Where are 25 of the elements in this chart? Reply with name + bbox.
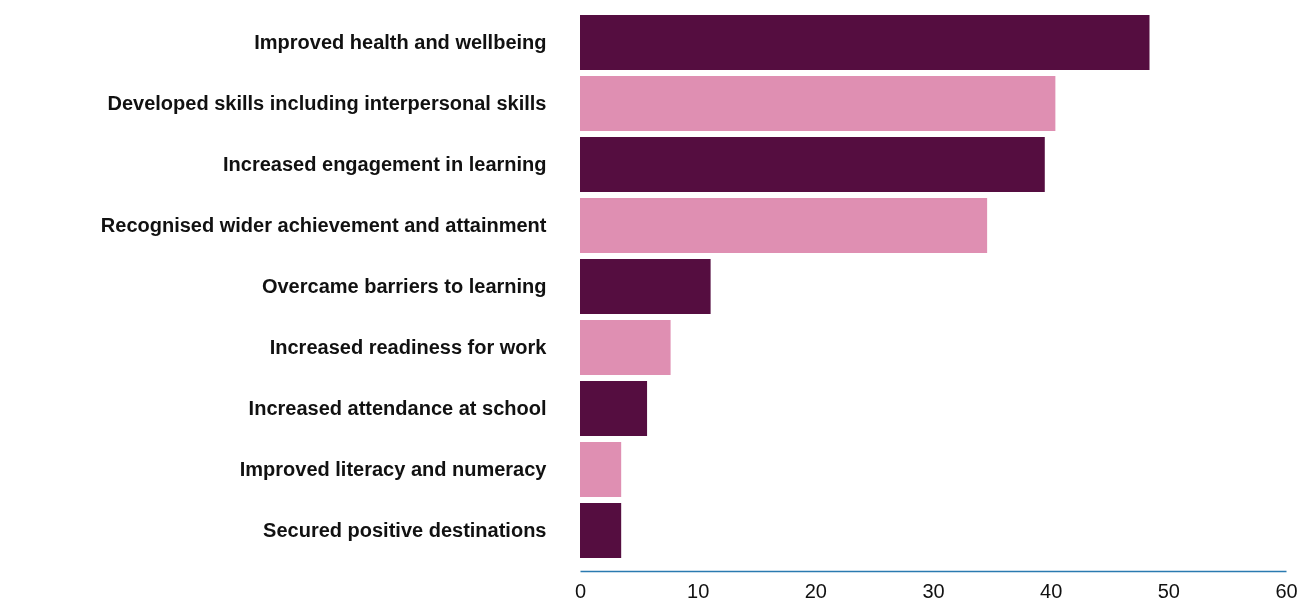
x-tick-label: 30 [922, 579, 945, 602]
bar [580, 15, 1150, 70]
bar [580, 503, 622, 558]
y-tick-label: Increased engagement in learning [223, 152, 547, 175]
y-tick-label: Increased attendance at school [248, 396, 547, 419]
y-tick-label: Overcame barriers to learning [261, 274, 547, 297]
x-tick-label: 10 [687, 579, 710, 602]
bar [580, 76, 1056, 131]
y-tick-label: Secured positive destinations [263, 518, 547, 541]
x-tick-label: 20 [804, 579, 827, 602]
y-tick-label: Developed skills including interpersonal skills [107, 91, 547, 114]
y-tick-label: Improved literacy and numeracy [239, 457, 548, 480]
bar [580, 198, 988, 253]
bar [580, 442, 622, 497]
x-tick-label: 40 [1040, 579, 1063, 602]
bar [580, 320, 671, 375]
y-tick-label: Recognised wider achievement and attainment [100, 213, 547, 236]
bar [580, 381, 648, 436]
x-tick-label: 0 [574, 579, 587, 602]
y-tick-label: Increased readiness for work [269, 335, 548, 358]
x-tick-label: 60 [1275, 579, 1298, 602]
x-tick-label: 50 [1157, 579, 1180, 602]
bar [580, 259, 711, 314]
y-tick-label: Improved health and wellbeing [254, 30, 547, 53]
bar [580, 137, 1045, 192]
